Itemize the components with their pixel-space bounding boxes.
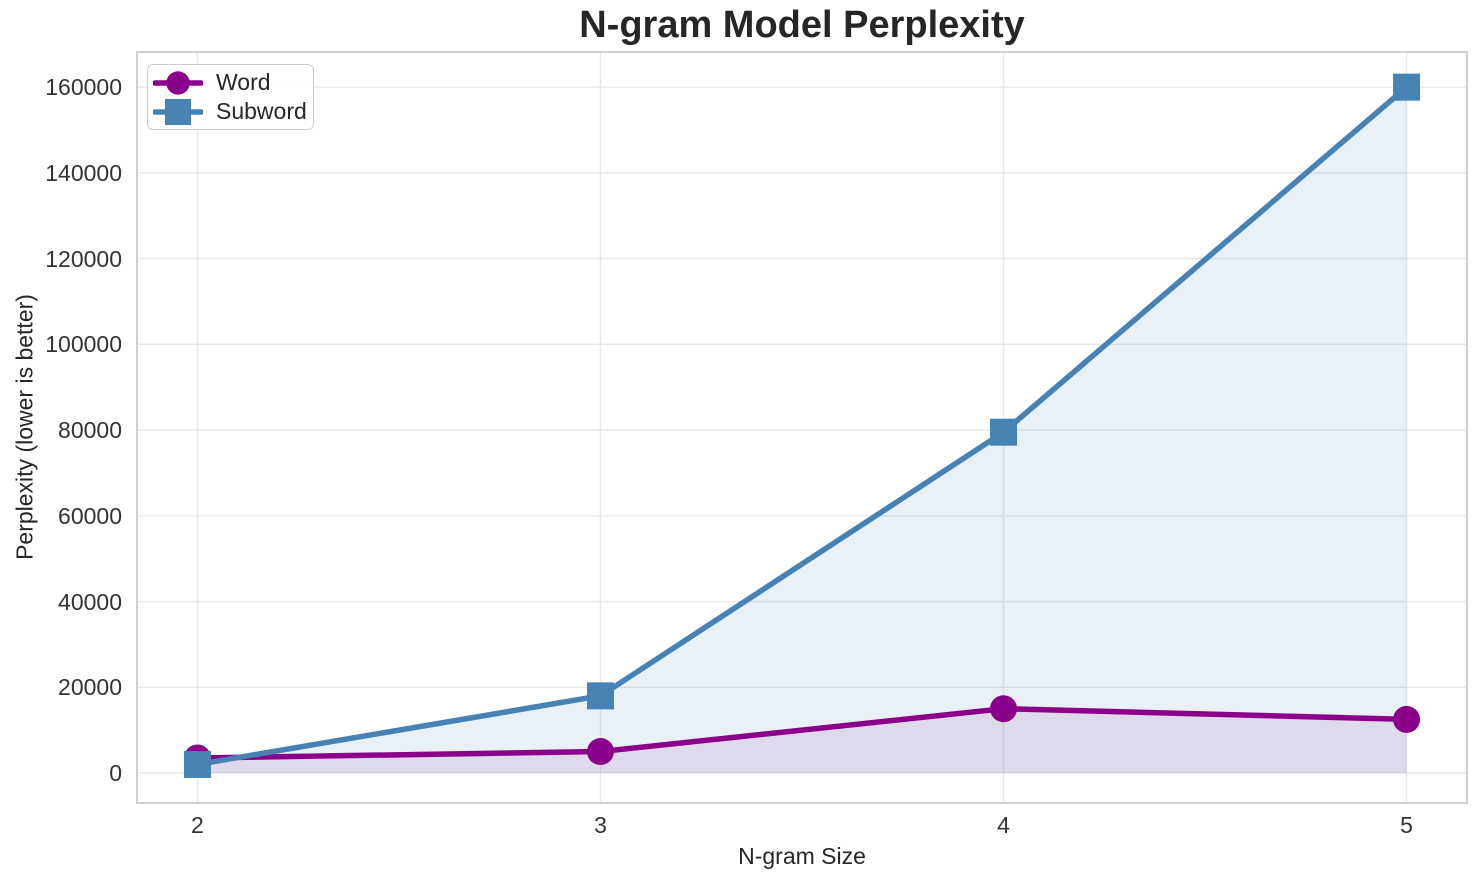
y-tick-label: 120000: [45, 245, 122, 272]
subword-series-area: [197, 87, 1407, 773]
x-tick-label: 3: [594, 812, 607, 838]
word-series-area: [197, 708, 1407, 773]
y-tick-label: 140000: [45, 159, 122, 186]
word-data-point: [990, 695, 1018, 723]
subword-data-point: [183, 750, 211, 778]
legend-item-subword: Subword: [153, 97, 307, 126]
y-tick-label: 160000: [45, 74, 122, 101]
legend-item-word: Word: [153, 68, 305, 97]
x-tick-label: 5: [1400, 812, 1413, 838]
x-tick-label: 2: [191, 812, 204, 838]
x-tick-label: 4: [997, 812, 1010, 838]
subword-data-point: [990, 418, 1018, 446]
subword-data-point: [586, 682, 614, 710]
word-series-line: [194, 705, 1410, 761]
word-data-point: [586, 738, 614, 766]
y-tick-label: 80000: [58, 417, 122, 444]
y-tick-label: 20000: [58, 674, 122, 701]
word-data-point: [1393, 705, 1421, 733]
subword-series-line: [194, 84, 1410, 768]
legend-label-word: Word: [216, 69, 271, 95]
y-tick-label: 0: [109, 759, 122, 786]
plot-border: [136, 51, 1468, 804]
y-tick-label: 40000: [58, 588, 122, 615]
legend-label-subword: Subword: [216, 98, 307, 124]
y-tick-label: 60000: [58, 502, 122, 529]
word-series-marker-icon: [153, 70, 203, 95]
legend: Word Subword: [147, 64, 314, 130]
subword-series-marker-icon: [153, 98, 203, 125]
x-axis-label: N-gram Size: [738, 843, 866, 869]
subword-data-point: [1393, 73, 1421, 101]
chart-title: N-gram Model Perplexity: [579, 4, 1025, 46]
y-tick-label: 100000: [45, 331, 122, 358]
